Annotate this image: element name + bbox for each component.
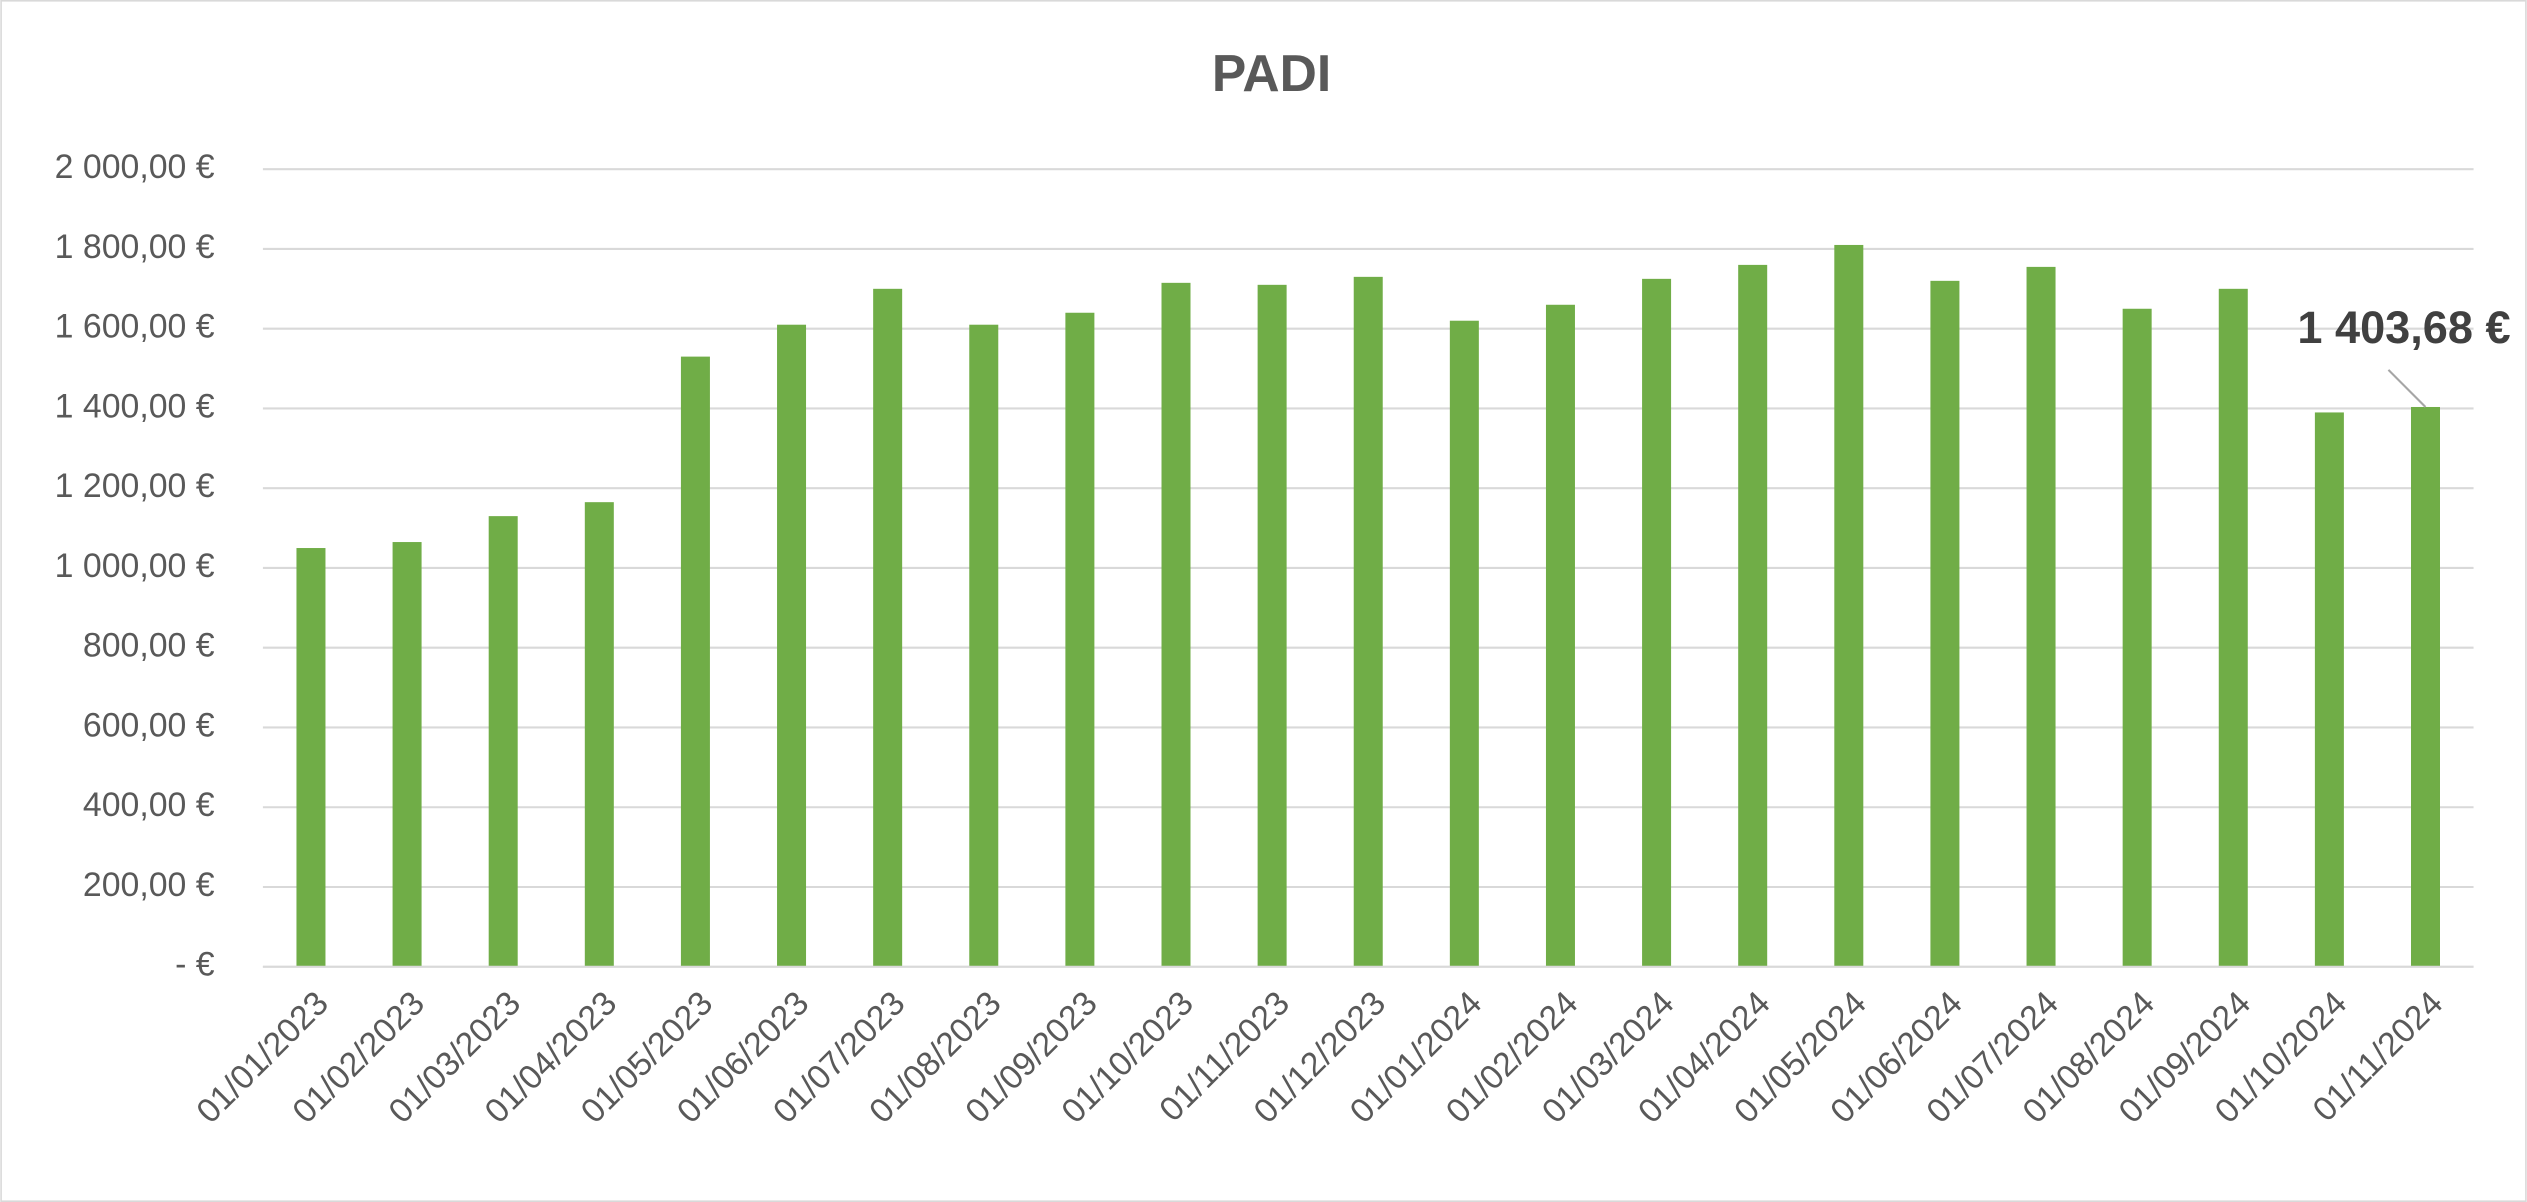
- y-tick-label: 1 800,00 €: [55, 228, 215, 266]
- y-tick-label: 1 600,00 €: [55, 308, 215, 346]
- bar: [969, 324, 999, 967]
- y-tick-label: 1 000,00 €: [55, 547, 215, 585]
- bar: [680, 356, 710, 967]
- bar: [1065, 312, 1095, 967]
- bar: [2122, 308, 2152, 967]
- y-tick-label: 800,00 €: [83, 627, 215, 665]
- bar: [1545, 304, 1575, 967]
- bar: [2314, 412, 2344, 967]
- bar: [2218, 288, 2248, 967]
- bar: [1353, 276, 1383, 967]
- bar: [1161, 282, 1191, 967]
- bar: [488, 516, 518, 967]
- y-tick-label: 600,00 €: [83, 706, 215, 744]
- bar: [1257, 284, 1287, 967]
- leader-line: [2387, 369, 2427, 408]
- y-tick-label: 2 000,00 €: [55, 148, 215, 186]
- y-tick-label: 200,00 €: [83, 866, 215, 904]
- bar: [2410, 406, 2440, 967]
- y-tick-label: 1 400,00 €: [55, 387, 215, 425]
- y-tick-label: 1 200,00 €: [55, 467, 215, 505]
- bar: [2026, 266, 2056, 967]
- y-tick-label: - €: [175, 946, 215, 984]
- data-label: 1 403,68 €: [2297, 302, 2510, 353]
- bar: [777, 324, 807, 967]
- bar: [584, 502, 614, 967]
- bar: [873, 288, 903, 967]
- bar: [1930, 280, 1960, 967]
- bar: [392, 542, 422, 967]
- y-tick-label: 400,00 €: [83, 786, 215, 824]
- bar: [1449, 320, 1479, 967]
- chart-title: PADI: [1212, 44, 1331, 102]
- bar: [1642, 278, 1672, 967]
- bar: [296, 548, 326, 967]
- bar: [1834, 244, 1864, 967]
- bar: [1738, 264, 1768, 967]
